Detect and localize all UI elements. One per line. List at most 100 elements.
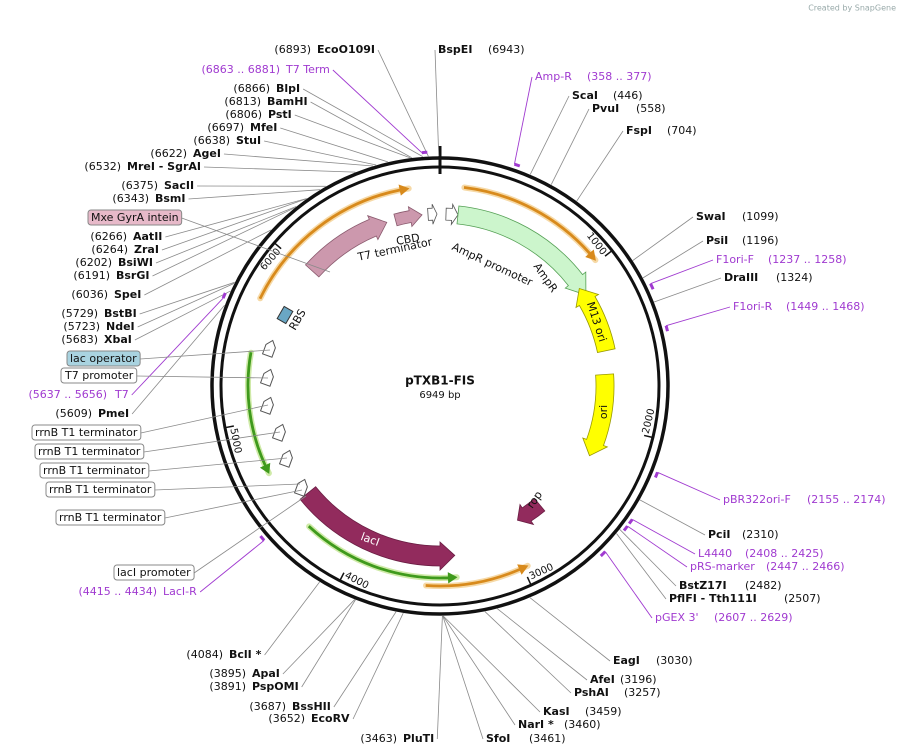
site-position: (1196) bbox=[742, 234, 779, 247]
tick-mark bbox=[224, 425, 234, 429]
primer-name: pBR322ori-F bbox=[723, 493, 791, 506]
site-name: BstZ17I bbox=[679, 579, 727, 592]
primer-site bbox=[654, 471, 659, 479]
site-leader bbox=[442, 615, 541, 713]
site-leader bbox=[188, 189, 321, 200]
site-leader bbox=[529, 95, 570, 175]
site-leader bbox=[294, 114, 411, 159]
site-name: PstI bbox=[268, 108, 292, 121]
tick-mark bbox=[339, 572, 345, 582]
feature-arrow bbox=[575, 287, 616, 353]
callout-label: rrnB T1 terminator bbox=[49, 483, 152, 496]
site-name: EcoRV bbox=[311, 712, 350, 725]
site-leader bbox=[497, 608, 588, 681]
callout-leader bbox=[164, 489, 303, 519]
site-position: (5609) bbox=[55, 407, 92, 420]
site-name: BssHII bbox=[292, 700, 331, 713]
site-name: AgeI bbox=[193, 147, 221, 160]
site-name: PflFI - Tth111I bbox=[669, 592, 757, 605]
site-name: BsrGI bbox=[116, 269, 149, 282]
site-position: (1099) bbox=[742, 210, 779, 223]
element-icon bbox=[271, 423, 286, 442]
primer-range: (2408 .. 2425) bbox=[745, 547, 824, 560]
callout-box bbox=[113, 564, 195, 581]
site-leader bbox=[310, 101, 412, 159]
primer-leader bbox=[513, 76, 533, 165]
primer-range: (2447 .. 2466) bbox=[766, 560, 845, 573]
feature-arrow bbox=[246, 352, 271, 474]
site-position: (3652) bbox=[268, 712, 305, 725]
site-position: (6202) bbox=[75, 256, 112, 269]
site-leader bbox=[576, 130, 624, 202]
site-name: ZraI bbox=[134, 243, 159, 256]
primer-name: T7 bbox=[114, 388, 129, 401]
site-position: (6638) bbox=[193, 134, 230, 147]
site-leader bbox=[484, 611, 572, 694]
site-position: (6866) bbox=[233, 82, 270, 95]
feature-arrow bbox=[517, 498, 546, 526]
site-leader bbox=[282, 599, 355, 675]
site-name: PmeI bbox=[98, 407, 129, 420]
site-leader bbox=[137, 283, 235, 328]
site-name: PluTI bbox=[403, 732, 434, 745]
site-position: (3460) bbox=[564, 718, 601, 731]
primer-name: L4440 bbox=[698, 547, 732, 560]
site-position: (446) bbox=[613, 89, 643, 102]
feature-label: CBD bbox=[395, 231, 421, 248]
callout-leader bbox=[140, 349, 271, 360]
primer-leader bbox=[199, 540, 265, 593]
site-position: (6036) bbox=[71, 288, 108, 301]
primer-name: Amp-R bbox=[535, 70, 572, 83]
site-position: (6532) bbox=[84, 160, 121, 173]
site-leader bbox=[139, 281, 235, 315]
site-name: PspOMI bbox=[252, 680, 299, 693]
site-position: (3461) bbox=[529, 732, 566, 745]
callout-label: rrnB T1 terminator bbox=[43, 464, 146, 477]
site-position: (3257) bbox=[624, 686, 661, 699]
callout-leader bbox=[136, 375, 269, 379]
site-position: (6622) bbox=[150, 147, 187, 160]
callout-label: Mxe GyrA intein bbox=[91, 211, 179, 224]
primer-name: pRS-marker bbox=[690, 560, 755, 573]
site-position: (5723) bbox=[63, 320, 100, 333]
callout-box bbox=[87, 209, 183, 226]
primer-range: (1449 .. 1468) bbox=[786, 300, 865, 313]
site-position: (6343) bbox=[112, 192, 149, 205]
primer-leader bbox=[657, 471, 721, 501]
site-leader bbox=[155, 206, 297, 264]
callout-label: rrnB T1 terminator bbox=[35, 426, 138, 439]
site-name: EagI bbox=[613, 654, 640, 667]
callout-box bbox=[60, 367, 138, 384]
callout-leader bbox=[143, 431, 281, 453]
site-leader bbox=[442, 615, 516, 726]
callout-box bbox=[66, 350, 141, 367]
primer-site bbox=[622, 525, 629, 532]
element-icon bbox=[259, 368, 274, 387]
site-name: SacII bbox=[164, 179, 194, 192]
primer-site bbox=[664, 325, 669, 332]
site-leader bbox=[144, 229, 272, 296]
site-name: PshAI bbox=[574, 686, 609, 699]
primer-range: (4415 .. 4434) bbox=[78, 585, 157, 598]
primer-range: (1237 .. 1258) bbox=[768, 253, 847, 266]
tick-mark bbox=[273, 242, 282, 250]
primer-name: F1ori-F bbox=[716, 253, 754, 266]
site-leader bbox=[619, 529, 677, 587]
site-position: (5683) bbox=[61, 333, 98, 346]
site-position: (3463) bbox=[360, 732, 397, 745]
primer-site bbox=[259, 535, 266, 542]
site-name: PciI bbox=[708, 528, 730, 541]
site-name: BsmI bbox=[155, 192, 186, 205]
feature-arrow bbox=[427, 204, 438, 225]
primer-site bbox=[628, 518, 634, 525]
site-name: AatII bbox=[133, 230, 162, 243]
callout-box bbox=[39, 462, 150, 479]
site-position: (6266) bbox=[90, 230, 127, 243]
primer-leader bbox=[665, 306, 731, 327]
primer-leader bbox=[632, 518, 696, 555]
primer-leader bbox=[131, 297, 224, 396]
tick-label: 5000 bbox=[227, 427, 243, 454]
tick-mark bbox=[526, 576, 532, 586]
callout-label: lac operator bbox=[70, 352, 137, 365]
feature-arrow bbox=[582, 373, 615, 457]
